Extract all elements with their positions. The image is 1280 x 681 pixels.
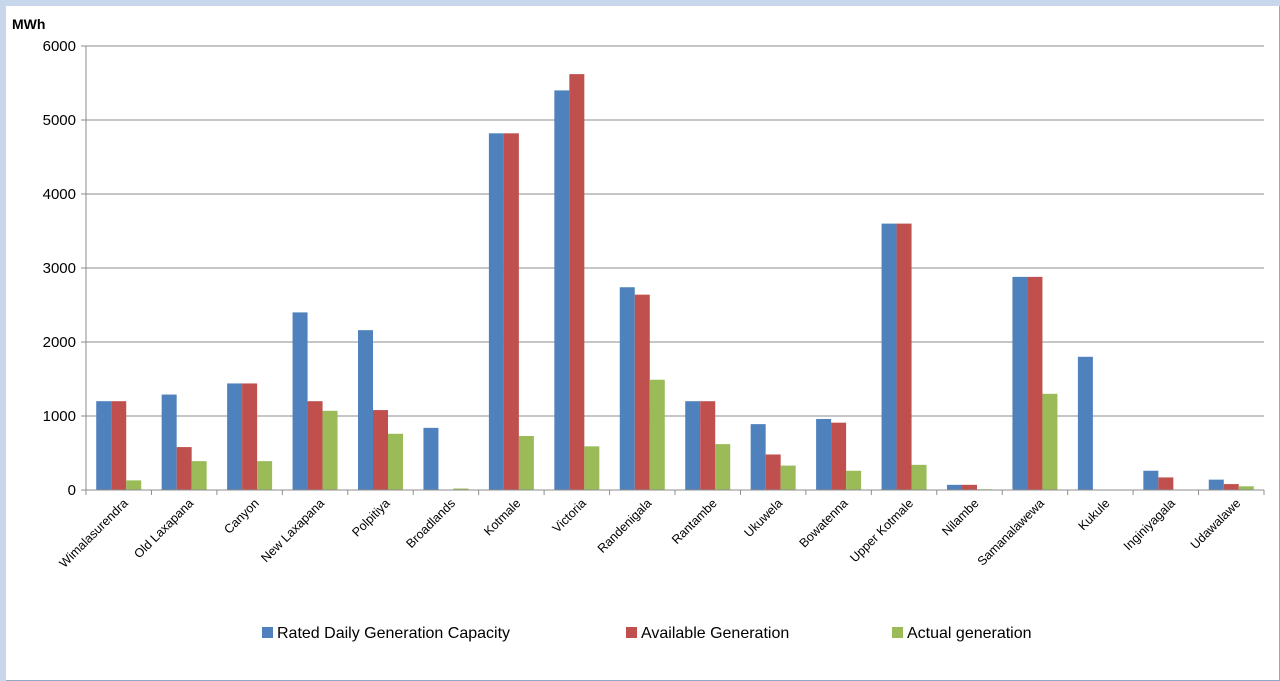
x-category-label: Ukuwela [741,496,785,540]
legend-swatch [262,627,273,638]
x-category-label: New Laxapana [258,496,327,565]
bar [1077,356,1093,490]
y-tick-label: 3000 [43,260,76,277]
x-category-label: Polpitiya [349,496,392,539]
bar [176,447,192,490]
x-category-label: Victoria [550,496,589,535]
bar [191,461,207,490]
bar [947,484,962,490]
bars [96,74,1254,491]
bar [307,401,323,490]
x-category-label: Wimalasurendra [57,496,131,570]
bar [1012,276,1028,490]
bar [619,287,635,490]
bar [634,294,650,490]
bar [569,74,585,491]
bar [1208,479,1224,490]
bar [227,383,243,490]
bar [881,223,897,490]
legend-label: Rated Daily Generation Capacity [277,625,510,642]
bar [896,223,912,490]
x-category-label: Samanalawewa [975,496,1047,568]
y-tick-label: 5000 [43,112,76,129]
bar [518,435,534,490]
bar [322,410,338,490]
legend-swatch [626,627,637,638]
x-category-label: Kotmale [481,496,523,538]
bar [846,470,862,490]
bar [373,410,388,490]
bar [765,454,781,490]
bar [816,418,832,490]
bar [584,446,600,490]
bar [750,424,766,490]
window-left-strip [0,0,6,681]
y-tick-label: 2000 [43,334,76,351]
legend-label: Available Generation [641,625,789,642]
bar [1143,470,1159,490]
x-category-label: Inginiyagala [1121,496,1178,553]
bar [1158,477,1174,490]
bar [911,464,927,490]
bar [257,461,273,490]
bar [488,133,504,490]
bar [126,480,142,490]
bar [111,401,127,490]
window-top-strip [0,0,1280,6]
bar [388,433,403,490]
y-tick-label: 6000 [43,38,76,55]
y-tick-label: 0 [68,482,76,499]
x-category-label: Upper Kotmale [847,496,916,565]
bar [962,484,977,490]
bar [700,401,716,490]
x-category-label: Canyon [221,496,261,536]
bar [96,401,112,490]
y-axis-unit-label: MWh [12,16,45,32]
x-category-label: Bowatenna [797,496,851,550]
bar [715,444,731,490]
x-category-label: Rantambe [669,496,720,547]
gridlines [86,45,1264,417]
x-category-label: Udawalawe [1188,496,1244,552]
bar [423,427,439,490]
y-tick-label: 4000 [43,186,76,203]
bar [685,401,701,490]
bar [242,383,258,490]
x-category-label: Nilambe [939,496,981,538]
x-category-label: Randenigala [595,496,655,556]
bar [358,330,373,490]
bar [649,379,665,490]
x-category-label: Broadlands [403,496,458,551]
bar [1042,393,1058,490]
legend-swatch [892,627,903,638]
legend-label: Actual generation [907,625,1032,642]
legend: Rated Daily Generation Capacity Available… [262,625,1032,642]
bar [1238,486,1254,490]
bar [503,133,519,490]
x-category-label: Kukule [1076,496,1113,533]
bar [161,394,177,490]
bar [453,488,469,490]
y-axis-ticks: 0 1000 2000 3000 4000 5000 6000 [43,38,86,499]
axes [85,46,1265,495]
bar [292,312,308,490]
x-category-label: Old Laxapana [131,496,196,561]
y-tick-label: 1000 [43,408,76,425]
bar [780,465,796,490]
bar [554,90,570,491]
bar [1027,276,1043,490]
bar [1223,484,1239,490]
bar [831,422,847,490]
